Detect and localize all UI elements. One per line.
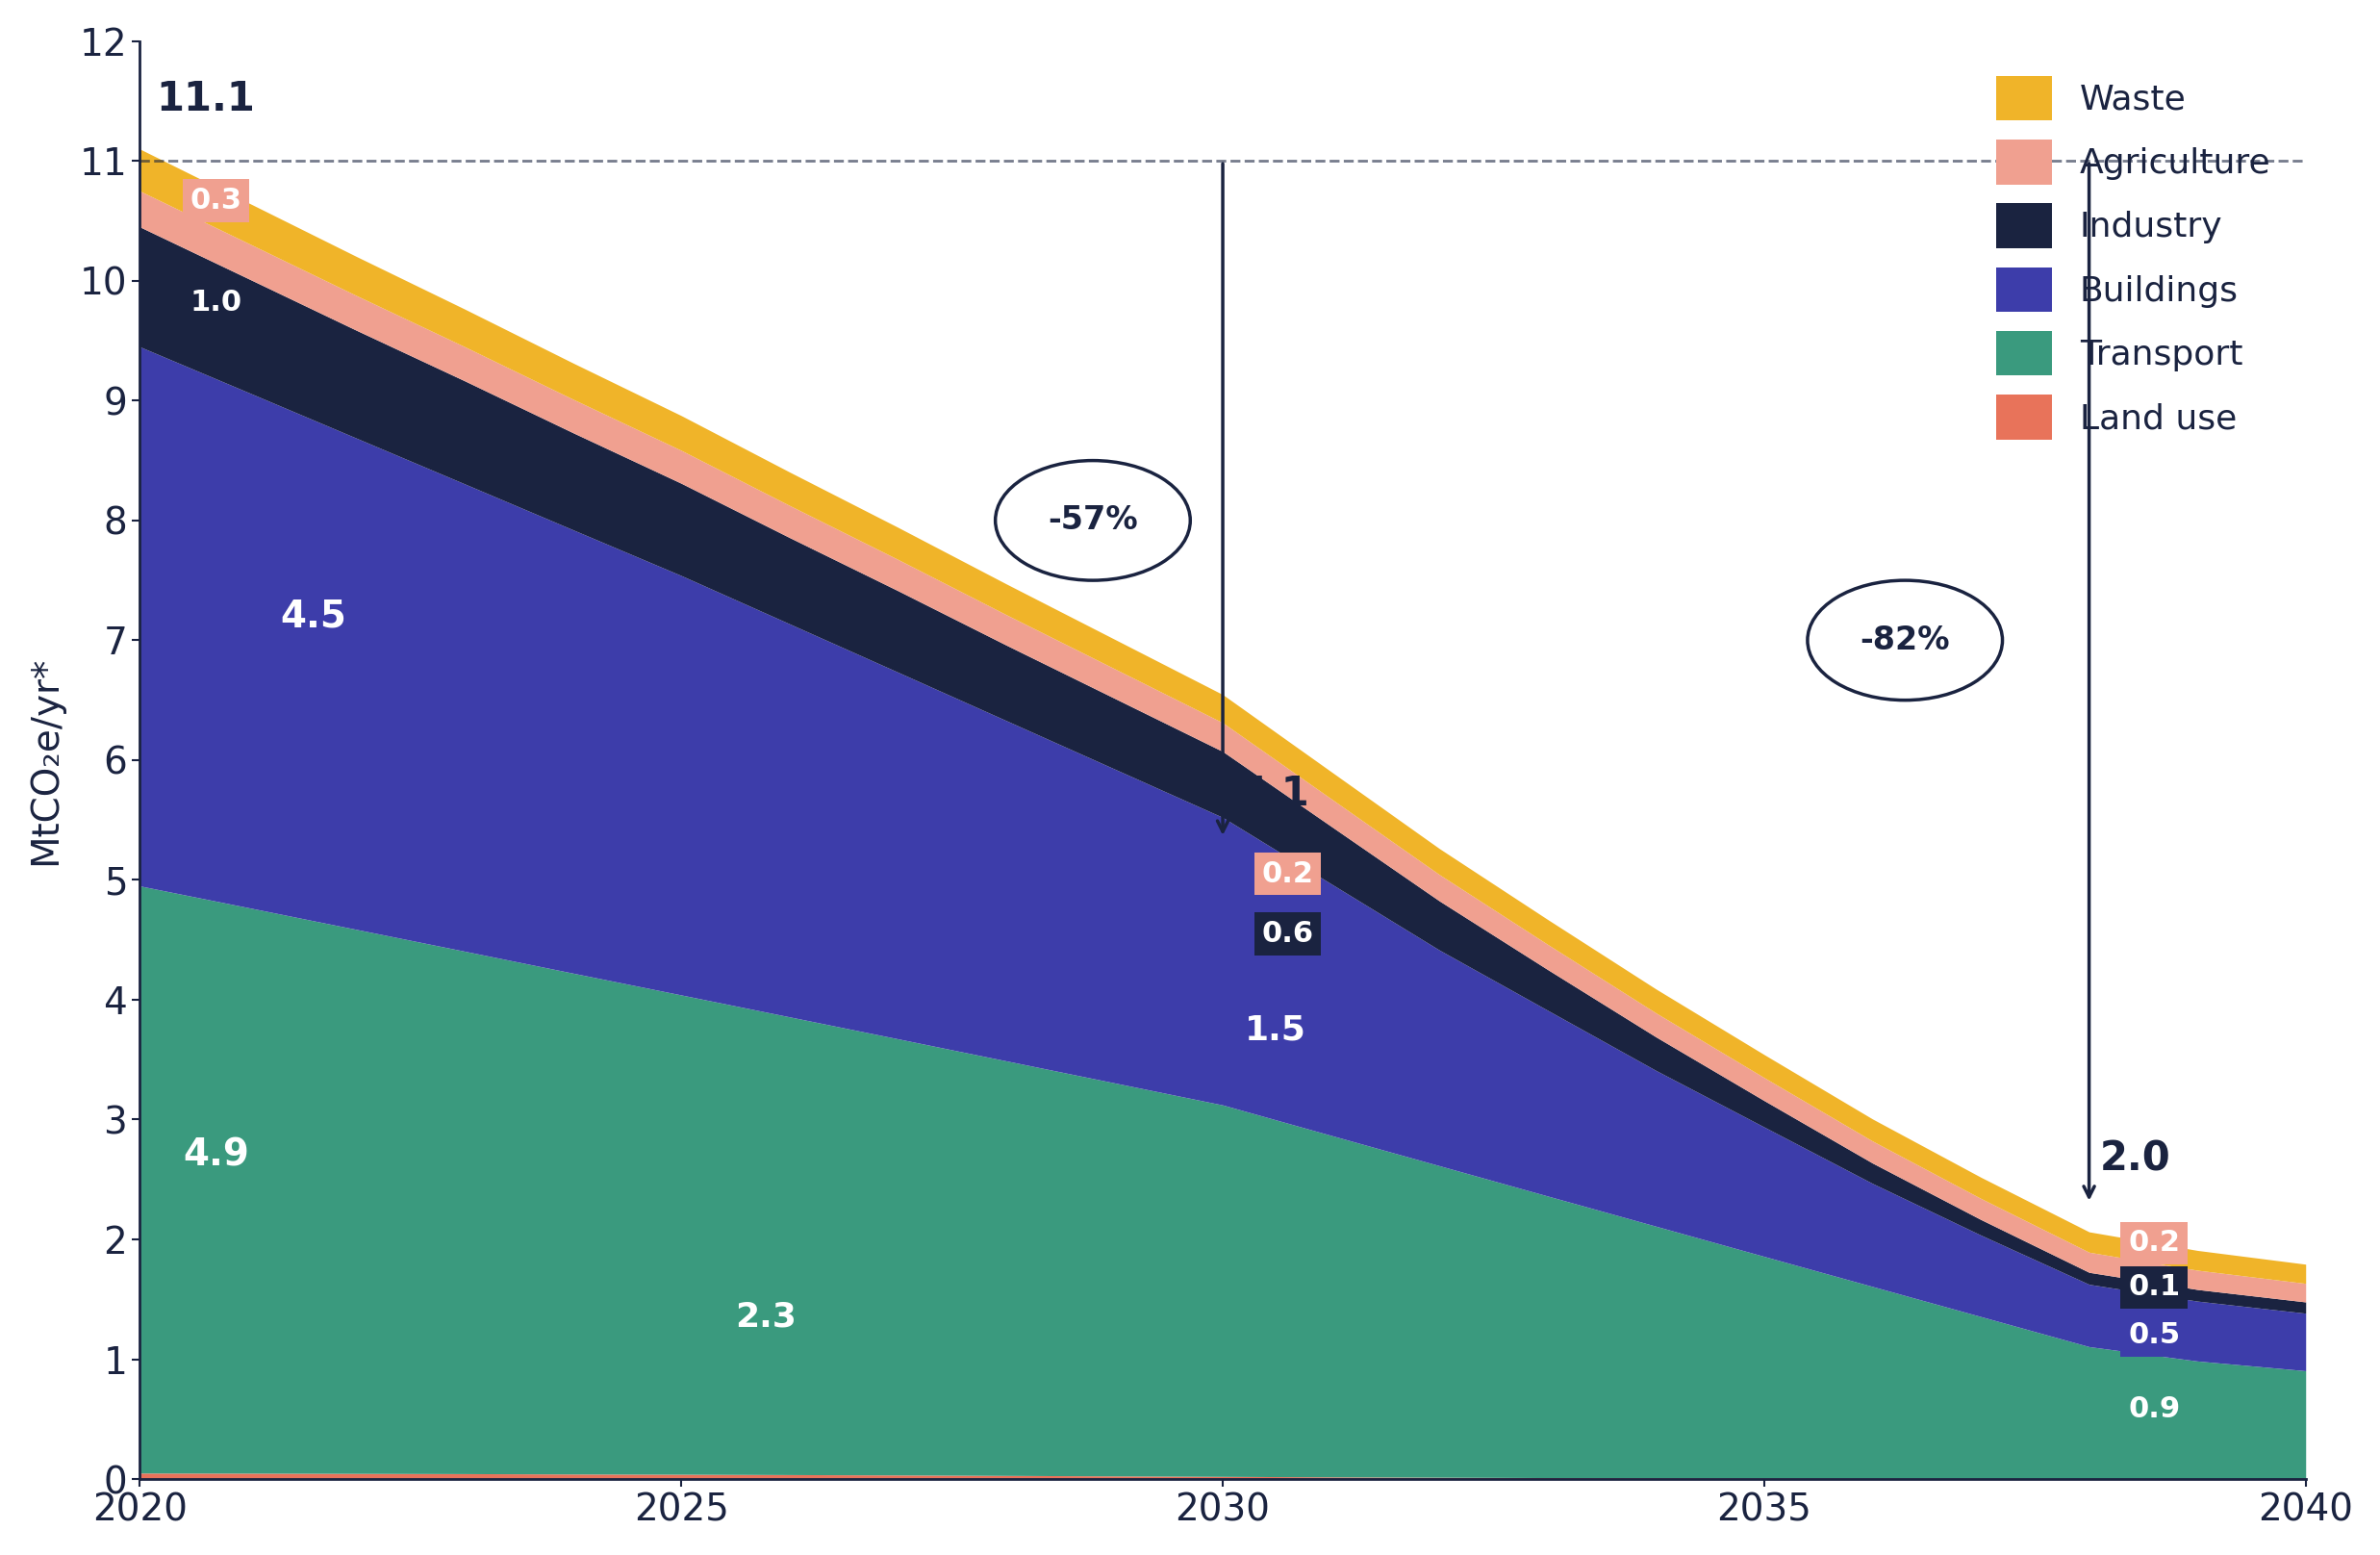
- Text: 1.0: 1.0: [190, 288, 243, 316]
- Text: 5.1: 5.1: [1240, 773, 1309, 813]
- Text: 1.5: 1.5: [1245, 1014, 1307, 1047]
- Y-axis label: MtCO₂e/yr*: MtCO₂e/yr*: [26, 656, 64, 865]
- Text: -82%: -82%: [1861, 625, 1949, 656]
- Legend: Waste, Agriculture, Industry, Buildings, Transport, Land use: Waste, Agriculture, Industry, Buildings,…: [1980, 59, 2287, 457]
- Text: 0.3: 0.3: [190, 187, 243, 215]
- Text: 0.6: 0.6: [1261, 921, 1314, 949]
- Text: 0.2: 0.2: [2128, 1228, 2180, 1256]
- Text: 2.0: 2.0: [2099, 1140, 2171, 1179]
- Text: 0.9: 0.9: [2128, 1395, 2180, 1423]
- Text: 0.5: 0.5: [2128, 1322, 2180, 1350]
- Text: 2.3: 2.3: [735, 1302, 797, 1334]
- Text: 4.9: 4.9: [183, 1137, 250, 1174]
- Text: 4.5: 4.5: [281, 599, 347, 634]
- Text: 0.1: 0.1: [2128, 1274, 2180, 1302]
- Text: -57%: -57%: [1047, 504, 1138, 536]
- Text: 0.2: 0.2: [1261, 860, 1314, 888]
- Text: 11.1: 11.1: [157, 79, 255, 120]
